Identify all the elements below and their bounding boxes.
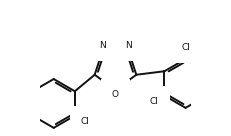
Text: Cl: Cl [81, 117, 89, 126]
Text: N: N [125, 41, 132, 50]
Text: O: O [112, 90, 119, 99]
Text: Cl: Cl [181, 43, 190, 52]
Text: N: N [99, 41, 106, 50]
Text: Cl: Cl [150, 97, 159, 106]
